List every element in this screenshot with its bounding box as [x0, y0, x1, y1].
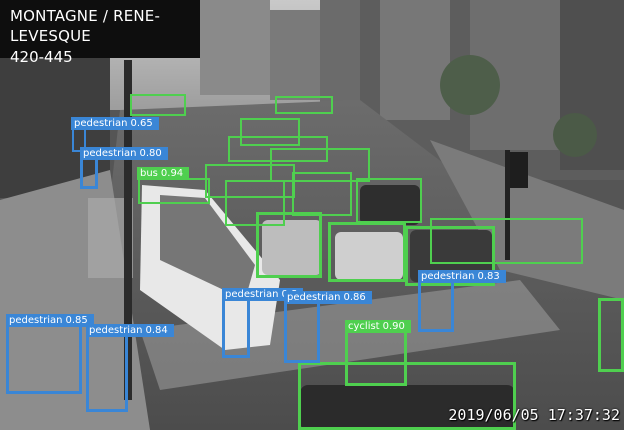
vehicle-box	[130, 94, 186, 116]
detection-label: pedestrian 0.85	[6, 314, 94, 327]
camera-location: MONTAGNE / RENE-LEVESQUE	[10, 7, 161, 45]
pedestrian-box-6: pedestrian 0.86	[284, 291, 372, 363]
vehicle-box	[356, 178, 422, 223]
detection-label: bus 0.94	[137, 167, 190, 180]
detection-label: pedestrian 0.86	[284, 291, 372, 304]
detection-label: pedestrian 0.65	[71, 117, 159, 130]
vehicle-box	[405, 226, 495, 286]
pedestrian-box-2: pedestrian 0.80	[80, 147, 168, 189]
bus-box: bus 0.94	[137, 167, 210, 204]
detection-label: pedestrian 0.80	[80, 147, 168, 160]
vehicle-box	[256, 212, 322, 278]
camera-title-card: MONTAGNE / RENE-LEVESQUE 420-445	[0, 0, 200, 66]
pedestrian-box-1: pedestrian 0.65	[71, 117, 159, 152]
vehicle-box	[292, 172, 352, 216]
vehicle-box	[205, 164, 295, 198]
vehicle-box	[240, 118, 300, 146]
vehicle-box	[275, 96, 333, 114]
timestamp: 2019/06/05 17:37:32	[448, 406, 620, 424]
pedestrian-box-7: pedestrian 0.83	[418, 270, 506, 332]
frame-range: 420-445	[10, 48, 73, 66]
pedestrian-box-4: pedestrian 0.84	[86, 324, 174, 412]
cyclist-box: cyclist 0.90	[345, 320, 411, 386]
vehicle-box	[598, 298, 624, 372]
vehicle-box	[225, 180, 285, 226]
vehicle-box	[430, 218, 583, 264]
detection-label: cyclist 0.90	[345, 320, 411, 333]
vehicle-box	[328, 222, 406, 282]
vehicle-box	[298, 362, 516, 430]
detection-label: pedestrian 0.84	[86, 324, 174, 337]
pedestrian-box-3: pedestrian 0.85	[6, 314, 94, 394]
detection-label: pedestrian 0.83	[418, 270, 506, 283]
